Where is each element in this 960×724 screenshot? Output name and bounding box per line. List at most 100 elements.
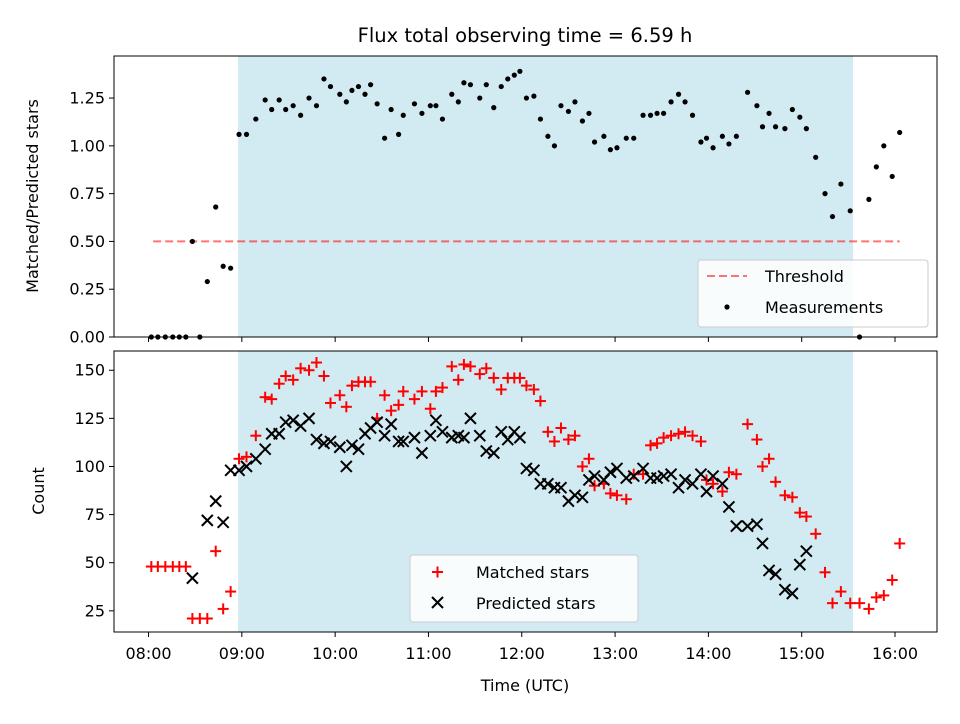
measurement-point	[551, 143, 558, 149]
matched-star-point	[763, 453, 775, 465]
matched-star-point	[576, 460, 588, 472]
predicted-star-point	[397, 435, 410, 448]
matched-star-point	[716, 486, 728, 497]
predicted-star-point	[487, 446, 500, 460]
matched-star-point	[233, 453, 245, 465]
measurement-point	[698, 139, 704, 145]
measurement-point	[675, 91, 682, 97]
predicted-star-point	[457, 431, 471, 444]
y-tick-label: 0.00	[69, 328, 105, 347]
matched-star-point	[430, 385, 442, 397]
matched-star-point	[217, 603, 229, 615]
measurement-point	[744, 89, 751, 95]
measurement-point	[614, 145, 620, 151]
predicted-star-point	[722, 500, 736, 514]
predicted-star-point	[576, 491, 589, 504]
matched-star-point	[707, 478, 719, 490]
predicted-star-point	[272, 427, 286, 440]
matched-star-point	[528, 383, 540, 395]
measurement-point	[710, 145, 716, 151]
x-tick-label: 15:00	[779, 644, 825, 663]
measurement-point	[204, 278, 210, 285]
y-tick-label: 100	[74, 457, 105, 476]
predicted-star-point	[384, 417, 398, 431]
measurement-point	[759, 124, 766, 130]
predicted-star-point	[480, 444, 493, 458]
measurement-point	[467, 82, 474, 88]
measurement-point	[782, 126, 788, 132]
measurement-point	[789, 106, 795, 113]
top-axes-frame	[113, 55, 938, 338]
measurement-point	[558, 103, 564, 109]
matched-star-point	[241, 451, 253, 463]
predicted-star-point	[392, 435, 405, 448]
measurement-point	[213, 204, 219, 210]
measurement-point	[531, 93, 537, 99]
measurement-point	[579, 118, 586, 124]
predicted-star-point	[378, 429, 391, 442]
matched-star-point	[318, 370, 330, 382]
legend-predicted-marker	[431, 596, 444, 609]
measurement-point	[306, 95, 312, 101]
predicted-star-point	[302, 412, 316, 425]
predicted-star-point	[610, 462, 624, 475]
measurement-point	[355, 83, 362, 90]
predicted-star-point	[786, 587, 799, 600]
matched-star-point	[730, 468, 742, 480]
measurement-point	[719, 133, 725, 139]
predicted-star-point	[730, 519, 743, 533]
predicted-star-point	[520, 462, 533, 475]
matched-star-point	[334, 389, 346, 401]
x-tick-label: 11:00	[405, 644, 451, 663]
measurement-point	[327, 83, 334, 90]
x-tick-label: 13:00	[592, 644, 638, 663]
measurement-point	[374, 101, 380, 107]
predicted-star-point	[370, 416, 384, 429]
matched-star-point	[751, 434, 763, 446]
predicted-star-point	[554, 481, 568, 494]
measurement-point	[439, 116, 446, 122]
y-tick-label: 1.25	[69, 89, 105, 108]
matched-star-point	[397, 385, 409, 397]
x-tick-label: 10:00	[312, 644, 358, 663]
measurement-point	[283, 106, 289, 113]
matched-star-point	[770, 476, 782, 488]
matched-star-point	[611, 489, 623, 501]
measurement-point	[607, 147, 614, 153]
matched-star-point	[562, 434, 574, 446]
predicted-star-point	[541, 477, 555, 491]
matched-star-point	[687, 430, 699, 442]
measurement-point	[733, 133, 739, 139]
predicted-star-point	[700, 485, 713, 498]
predicted-star-point	[527, 464, 541, 477]
matched-star-point	[620, 493, 632, 505]
y-tick-label: 1.00	[69, 136, 105, 155]
measurement-point	[433, 103, 439, 109]
measurement-point	[253, 116, 259, 122]
measurement-point	[321, 76, 327, 82]
predicted-star-point	[657, 469, 670, 483]
predicted-star-point	[186, 571, 199, 585]
measurement-point	[623, 135, 629, 141]
matched-star-point	[878, 589, 890, 601]
predicted-star-point	[345, 439, 359, 452]
measurement-point	[537, 116, 544, 122]
predicted-star-point	[513, 431, 527, 444]
predicted-star-point	[762, 564, 776, 577]
measurement-point	[477, 95, 483, 101]
matched-star-point	[458, 358, 470, 370]
y-tick-label: 0.50	[69, 232, 105, 251]
measurement-point	[276, 97, 282, 103]
predicted-star-point	[216, 516, 230, 529]
measurement-point	[395, 131, 402, 137]
matched-star-point	[757, 460, 769, 472]
matched-star-point	[786, 491, 798, 503]
matched-star-point	[658, 432, 670, 444]
predicted-star-point	[209, 494, 222, 508]
predicted-star-point	[201, 514, 214, 527]
predicted-star-point	[408, 431, 421, 444]
legend-measurements-label: Measurements	[765, 298, 883, 317]
matched-star-point	[800, 511, 812, 523]
matched-star-point	[480, 362, 492, 374]
x-tick-label: 09:00	[219, 644, 265, 663]
